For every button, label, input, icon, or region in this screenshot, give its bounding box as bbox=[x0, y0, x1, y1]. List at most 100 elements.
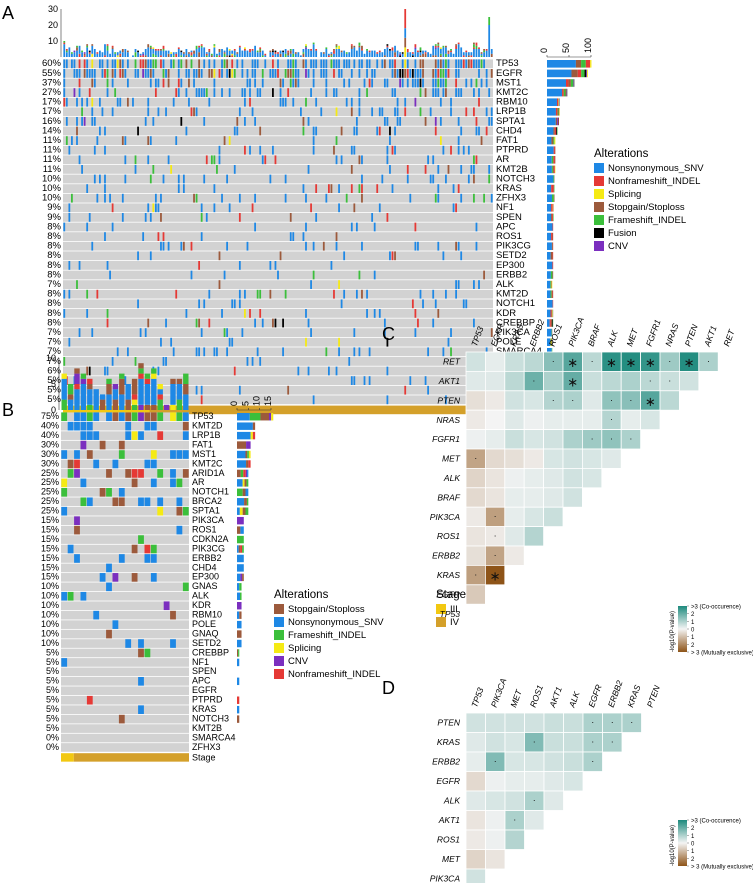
top-bar-segment bbox=[198, 47, 201, 53]
alteration-cell bbox=[287, 88, 290, 97]
gene-percent-label: 8% bbox=[47, 260, 61, 271]
alteration-cell bbox=[414, 241, 417, 251]
alteration-cell bbox=[437, 78, 440, 88]
gene-percent-label: 15% bbox=[41, 562, 59, 572]
alteration-cell bbox=[63, 88, 66, 97]
gene-bar-segment bbox=[547, 252, 551, 260]
alteration-cell bbox=[460, 88, 463, 97]
top-bar-segment bbox=[442, 47, 445, 57]
top-bar-segment bbox=[368, 52, 371, 57]
alteration-cell bbox=[177, 88, 180, 97]
alteration-cell bbox=[394, 126, 396, 136]
alteration-cell bbox=[74, 450, 80, 459]
top-bar-segment bbox=[112, 384, 119, 390]
legend-title: Alterations bbox=[274, 589, 329, 601]
alteration-cell bbox=[424, 117, 427, 126]
alteration-cell bbox=[294, 78, 297, 88]
top-bar-segment bbox=[287, 50, 290, 53]
heatmap-cell bbox=[582, 467, 603, 489]
heatmap-row-label: ROS1 bbox=[437, 531, 460, 541]
gene-percent-label: 11% bbox=[43, 145, 62, 156]
top-bar-segment bbox=[284, 49, 287, 54]
oncoprint-row-bg-nf1 bbox=[61, 658, 189, 667]
alteration-cell bbox=[254, 193, 256, 203]
heatmap-col-label: MET bbox=[508, 688, 524, 709]
top-bar-segment bbox=[411, 55, 414, 57]
heatmap-row-label: PIK3CA bbox=[430, 874, 461, 883]
alteration-cell bbox=[376, 184, 379, 193]
alteration-cell bbox=[118, 450, 125, 459]
top-bar-segment bbox=[419, 55, 422, 57]
top-bar-segment bbox=[340, 52, 343, 57]
gene-percent-label: 10% bbox=[42, 183, 62, 194]
alteration-cell bbox=[91, 107, 94, 117]
alteration-cell bbox=[170, 165, 173, 174]
oncoprint-row-bg-kmt2c bbox=[63, 88, 493, 97]
oncoprint-row-bg-pik3cg bbox=[61, 544, 189, 554]
heatmap-cell bbox=[465, 351, 486, 372]
gene-percent-label: 9% bbox=[47, 212, 61, 223]
alteration-cell bbox=[424, 376, 427, 385]
gene-bar-segment bbox=[237, 431, 251, 440]
alteration-cell bbox=[138, 412, 144, 422]
legend-swatch bbox=[274, 630, 284, 640]
top-bar-segment bbox=[176, 384, 183, 400]
alteration-cell bbox=[118, 412, 125, 422]
alteration-cell bbox=[488, 174, 491, 184]
heatmap-cell bbox=[465, 409, 486, 431]
gene-bar-segment bbox=[237, 516, 244, 525]
alteration-cell bbox=[399, 69, 402, 78]
alteration-cell bbox=[457, 117, 460, 126]
heatmap-col-label: PTEN bbox=[645, 683, 662, 709]
alteration-cell bbox=[106, 488, 112, 497]
gene-bar-segment bbox=[237, 592, 241, 600]
gene-percent-label: 7% bbox=[47, 279, 61, 290]
top-bar-segment bbox=[213, 45, 216, 48]
alteration-cell bbox=[80, 478, 87, 488]
top-bar-segment bbox=[68, 47, 71, 57]
gene-bar-segment bbox=[242, 479, 245, 487]
alteration-cell bbox=[182, 421, 189, 431]
top-bar-segment bbox=[151, 378, 157, 405]
alteration-cell bbox=[104, 126, 106, 136]
alteration-cell bbox=[261, 318, 264, 328]
heatmap-cell bbox=[562, 487, 583, 508]
alteration-cell bbox=[167, 78, 170, 88]
alteration-cell bbox=[282, 97, 284, 107]
top-bar-segment bbox=[434, 49, 437, 56]
top-bar-segment bbox=[183, 373, 189, 384]
alteration-cell bbox=[124, 376, 127, 385]
alteration-cell bbox=[99, 59, 101, 69]
top-bar-segment bbox=[414, 47, 417, 49]
alteration-cell bbox=[74, 412, 80, 422]
gene-percent-label: 11% bbox=[43, 164, 62, 175]
gene-bar-segment bbox=[557, 108, 559, 116]
top-bar-segment bbox=[424, 52, 427, 54]
alteration-cell bbox=[315, 213, 318, 222]
alteration-cell bbox=[434, 193, 437, 203]
alteration-cell bbox=[419, 69, 422, 78]
alteration-cell bbox=[249, 145, 251, 155]
alteration-cell bbox=[439, 59, 442, 69]
alteration-cell bbox=[74, 516, 80, 525]
alteration-cell bbox=[236, 126, 239, 136]
significance-mark: · bbox=[611, 737, 614, 747]
top-bar-segment bbox=[162, 45, 165, 49]
alteration-cell bbox=[114, 59, 117, 69]
alteration-cell bbox=[432, 174, 435, 184]
alteration-cell bbox=[226, 241, 229, 251]
heatmap-cell bbox=[504, 790, 525, 811]
alteration-cell bbox=[226, 69, 229, 78]
alteration-cell bbox=[465, 59, 468, 69]
top-bar-segment bbox=[144, 384, 151, 405]
top-bar-segment bbox=[93, 389, 99, 410]
top-bar-segment bbox=[269, 52, 272, 57]
top-bar-tick: 5 bbox=[51, 379, 56, 389]
gene-bar-segment bbox=[547, 156, 552, 164]
alteration-cell bbox=[333, 289, 335, 299]
alteration-cell bbox=[254, 78, 256, 88]
top-bar-segment bbox=[218, 52, 221, 56]
alteration-cell bbox=[157, 232, 160, 241]
alteration-cell bbox=[434, 126, 437, 136]
top-bar-segment bbox=[259, 47, 262, 49]
